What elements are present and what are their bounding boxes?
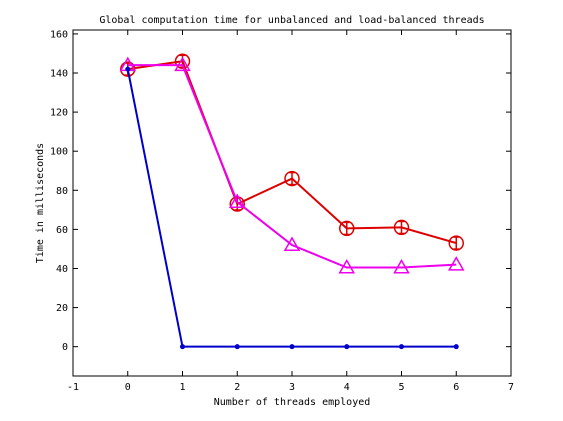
chart-title: Global computation time for unbalanced a…: [99, 15, 484, 26]
y-tick-label: 120: [50, 108, 68, 119]
series-layer: [119, 53, 465, 350]
x-tick-label: 1: [179, 382, 185, 393]
data-point: [125, 66, 131, 72]
data-point: [174, 56, 191, 72]
x-tick-label: 7: [508, 382, 514, 393]
data-point: [399, 344, 404, 350]
x-tick-label: 6: [453, 382, 459, 393]
y-tick-label: 20: [56, 303, 68, 314]
data-point: [393, 258, 410, 274]
series-1: [119, 56, 465, 274]
data-point: [447, 256, 465, 271]
x-tick-label: 3: [289, 382, 295, 393]
axis-ticks: -1 0 1 2 3 4 5 6 7 0 20 40 60 80 100 120 140 160: [50, 29, 514, 393]
series-2: [125, 66, 459, 350]
x-tick-label: 2: [234, 382, 240, 393]
data-point: [228, 193, 246, 209]
y-tick-label: 40: [56, 264, 68, 275]
x-tick-label: 0: [125, 382, 131, 393]
data-point: [339, 220, 355, 237]
data-point: [283, 236, 301, 252]
data-point: [289, 344, 295, 350]
x-axis-title: Number of threads employed: [214, 397, 371, 408]
y-tick-label: 60: [56, 225, 68, 236]
x-tick-label: -1: [67, 382, 79, 393]
x-tick-label: 5: [398, 382, 404, 393]
data-point: [453, 344, 459, 350]
y-tick-label: 100: [50, 147, 68, 158]
series-line: [127, 64, 457, 269]
data-point: [338, 258, 356, 274]
y-tick-label: 80: [56, 186, 68, 197]
y-tick-label: 140: [50, 69, 68, 80]
data-point: [180, 344, 185, 350]
y-axis-title: Time in milliseconds: [35, 143, 46, 263]
data-point: [344, 344, 350, 350]
plot-area-frame: [72, 29, 512, 377]
x-tick-label: 4: [344, 382, 350, 393]
data-point: [284, 170, 300, 187]
data-point: [448, 235, 464, 251]
data-point: [234, 344, 240, 350]
y-tick-label: 160: [50, 29, 68, 40]
data-point: [393, 219, 410, 236]
y-tick-label: 0: [62, 342, 68, 353]
